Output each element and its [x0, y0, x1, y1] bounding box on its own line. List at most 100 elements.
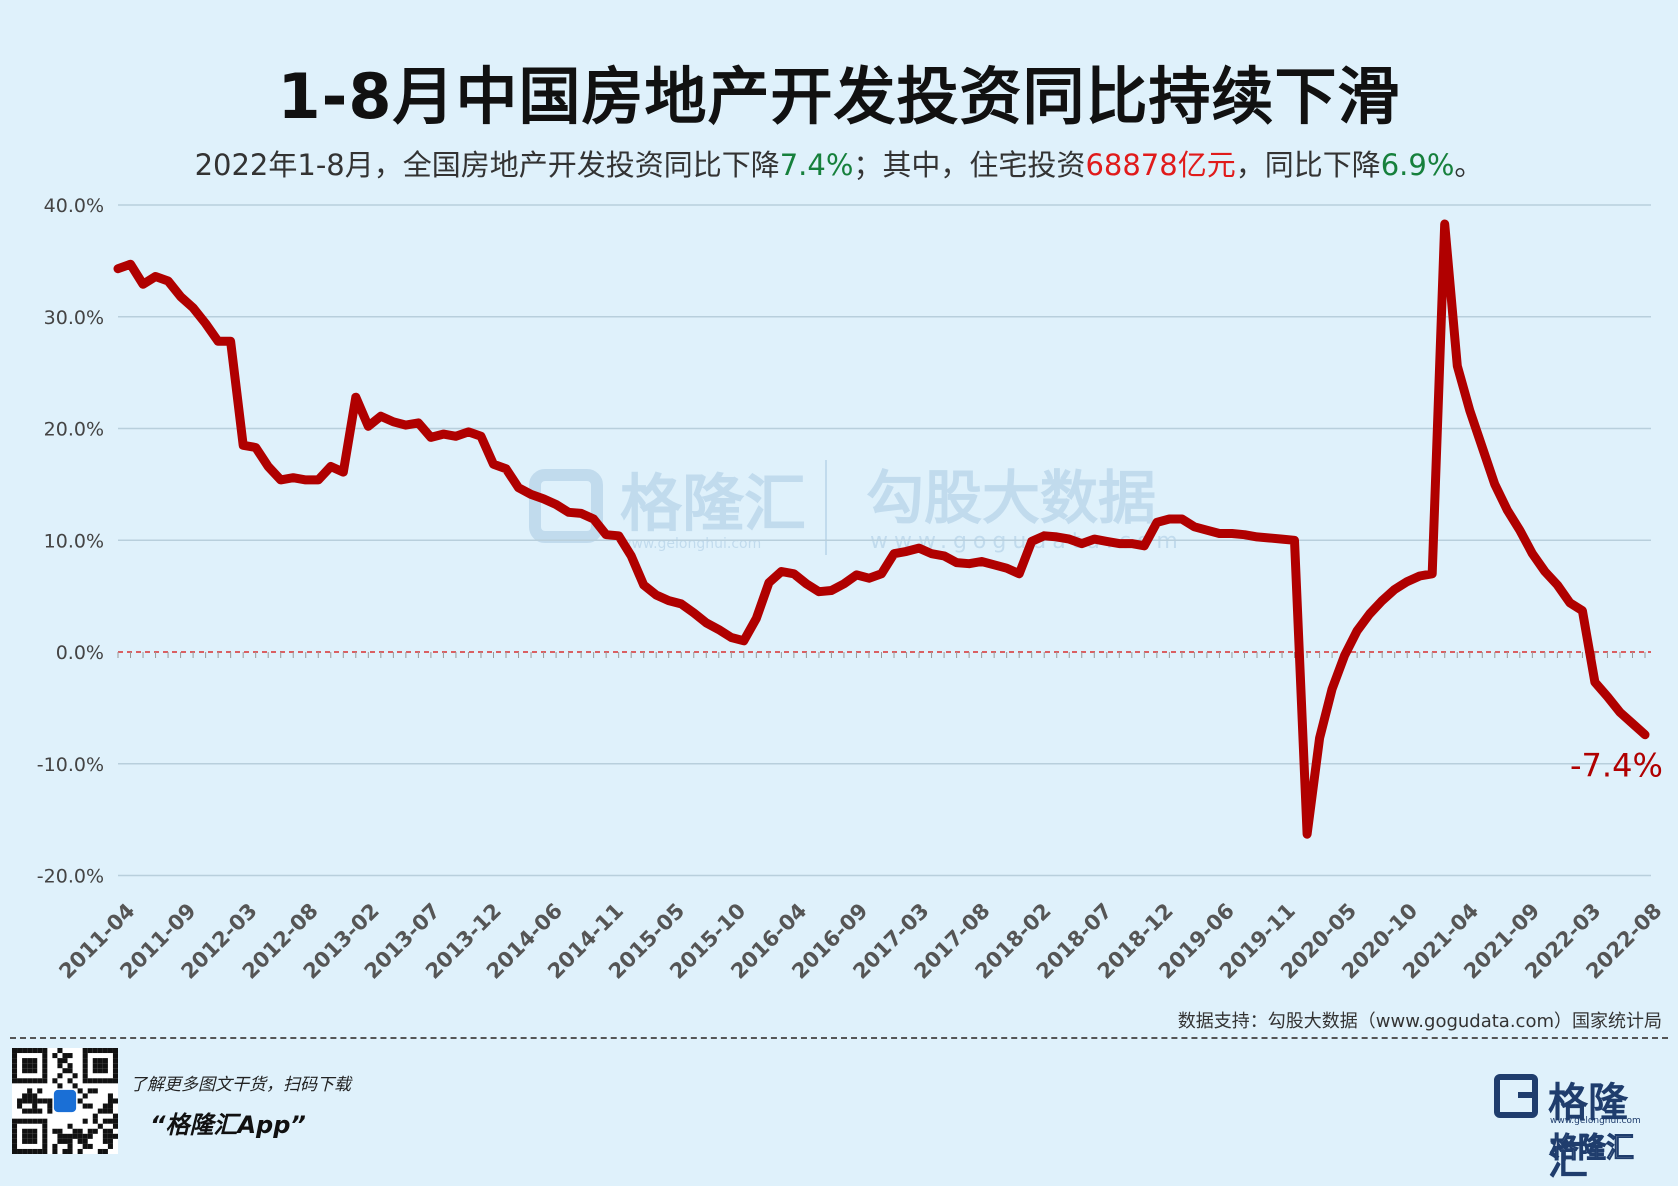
- qr-module: [92, 1113, 98, 1119]
- qr-module: [37, 1108, 43, 1114]
- qr-module: [32, 1058, 38, 1064]
- y-tick-label: -20.0%: [37, 866, 104, 888]
- qr-module: [52, 1143, 58, 1149]
- qr-module: [102, 1103, 108, 1109]
- qr-module: [27, 1068, 33, 1074]
- qr-module: [97, 1148, 103, 1154]
- qr-module: [62, 1148, 68, 1154]
- qr-module: [107, 1078, 113, 1084]
- qr-module: [17, 1148, 23, 1154]
- qr-module: [112, 1133, 118, 1139]
- brand-logo-icon: [1494, 1074, 1538, 1118]
- y-tick-label: 10.0%: [44, 530, 104, 552]
- qr-module: [97, 1048, 103, 1054]
- qr-module: [107, 1138, 113, 1144]
- qr-module: [97, 1123, 103, 1129]
- qr-module: [32, 1093, 38, 1099]
- qr-module: [27, 1128, 33, 1134]
- qr-module: [77, 1133, 83, 1139]
- qr-module: [67, 1138, 73, 1144]
- qr-module: [12, 1128, 18, 1134]
- qr-module: [27, 1118, 33, 1124]
- qr-module: [67, 1148, 73, 1154]
- qr-code[interactable]: [12, 1048, 118, 1154]
- watermark-brand-url: www.gelonghui.com: [620, 536, 761, 552]
- qr-module: [92, 1058, 98, 1064]
- series-line: [113, 219, 1650, 839]
- qr-module: [112, 1053, 118, 1059]
- qr-module: [67, 1133, 73, 1139]
- qr-module: [102, 1068, 108, 1074]
- qr-module: [92, 1088, 98, 1094]
- qr-module: [87, 1103, 93, 1109]
- qr-module: [107, 1118, 113, 1124]
- qr-module: [42, 1148, 48, 1154]
- qr-module: [22, 1098, 28, 1104]
- qr-module: [72, 1133, 78, 1139]
- qr-module: [27, 1098, 33, 1104]
- qr-module: [112, 1118, 118, 1124]
- qr-module: [57, 1048, 63, 1054]
- qr-module: [82, 1078, 88, 1084]
- watermark-logo-mark: [529, 469, 603, 543]
- qr-module: [42, 1073, 48, 1079]
- qr-module: [97, 1068, 103, 1074]
- promo-app-name: “格隆汇App”: [150, 1111, 306, 1139]
- qr-module: [62, 1068, 68, 1074]
- qr-module: [112, 1048, 118, 1054]
- qr-module: [92, 1068, 98, 1074]
- qr-module: [102, 1048, 108, 1054]
- qr-module: [102, 1148, 108, 1154]
- qr-module: [47, 1108, 53, 1114]
- qr-module: [22, 1058, 28, 1064]
- qr-module: [97, 1108, 103, 1114]
- qr-module: [87, 1048, 93, 1054]
- qr-module: [87, 1133, 93, 1139]
- qr-module: [17, 1103, 23, 1109]
- qr-module: [107, 1098, 113, 1104]
- qr-module: [92, 1048, 98, 1054]
- qr-center-logo-icon: [53, 1089, 77, 1113]
- qr-module: [97, 1058, 103, 1064]
- qr-module: [32, 1063, 38, 1069]
- qr-module: [87, 1078, 93, 1084]
- qr-module: [102, 1128, 108, 1134]
- qr-module: [22, 1148, 28, 1154]
- subtitle-text-4: 。: [1454, 148, 1484, 182]
- qr-module: [42, 1143, 48, 1149]
- qr-module: [87, 1143, 93, 1149]
- subtitle-value-residential-decline: 6.9%: [1380, 148, 1455, 182]
- qr-module: [12, 1078, 18, 1084]
- qr-module: [107, 1048, 113, 1054]
- qr-module: [82, 1103, 88, 1109]
- qr-module: [67, 1063, 73, 1069]
- qr-module: [107, 1143, 113, 1149]
- qr-module: [12, 1148, 18, 1154]
- qr-module: [32, 1148, 38, 1154]
- qr-module: [37, 1078, 43, 1084]
- qr-module: [17, 1078, 23, 1084]
- qr-module: [22, 1068, 28, 1074]
- qr-module: [77, 1138, 83, 1144]
- qr-module: [112, 1058, 118, 1064]
- qr-module: [32, 1103, 38, 1109]
- qr-module: [107, 1133, 113, 1139]
- y-tick-label: 0.0%: [56, 642, 104, 664]
- y-tick-label: 40.0%: [44, 195, 104, 217]
- qr-module: [112, 1073, 118, 1079]
- qr-module: [112, 1068, 118, 1074]
- qr-module: [42, 1138, 48, 1144]
- qr-module: [32, 1118, 38, 1124]
- qr-module: [57, 1138, 63, 1144]
- qr-module: [37, 1118, 43, 1124]
- qr-module: [22, 1133, 28, 1139]
- qr-module: [112, 1123, 118, 1129]
- qr-module: [27, 1058, 33, 1064]
- qr-module: [112, 1113, 118, 1119]
- qr-module: [57, 1128, 63, 1134]
- qr-module: [12, 1143, 18, 1149]
- subtitle-text-1: 2022年1-8月，全国房地产开发投资同比下降: [194, 148, 780, 182]
- qr-module: [12, 1073, 18, 1079]
- qr-module: [22, 1118, 28, 1124]
- footer-divider: [10, 1037, 1668, 1039]
